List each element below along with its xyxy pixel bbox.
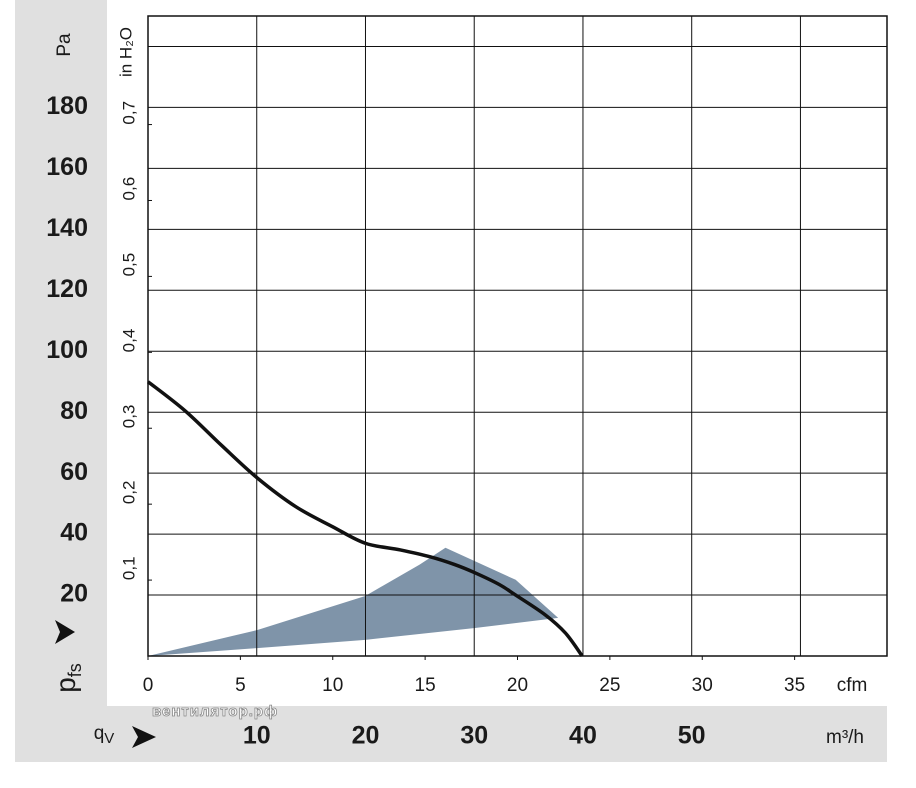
- y-tick-label: 60: [60, 458, 88, 486]
- x-tick-label: 20: [507, 675, 528, 696]
- y2-tick-label: 0,7: [119, 101, 138, 125]
- x2-tick-label: 30: [460, 722, 488, 750]
- y-tick-label: 160: [46, 153, 88, 181]
- x-tick-label: 25: [599, 675, 620, 696]
- y-tick-label: 120: [46, 275, 88, 303]
- y-tick-label: 20: [60, 580, 88, 608]
- curve: [146, 380, 584, 658]
- x2-unit: m³/h: [826, 727, 864, 748]
- y-label: pfs: [50, 663, 84, 693]
- y-arrow: [55, 620, 75, 644]
- y2-tick-label: 0,1: [119, 556, 138, 580]
- x2-tick-label: 40: [569, 722, 597, 750]
- x2-tick-label: 20: [352, 722, 380, 750]
- x-tick-label: 0: [143, 675, 154, 696]
- y-label-sub: fs: [65, 663, 85, 677]
- y2-tick-label: 0,6: [119, 177, 138, 201]
- x-tick-label: 5: [235, 675, 246, 696]
- y-tick-label: 80: [60, 397, 88, 425]
- y-tick-label: 180: [46, 92, 88, 120]
- plot-frame: [147, 15, 888, 657]
- x-label-sub: V: [104, 730, 114, 747]
- y2-tick-label: 0,2: [119, 481, 138, 505]
- bottom-band: [15, 706, 887, 762]
- x-label: qV: [94, 723, 115, 747]
- y2-tick-label: 0,5: [119, 253, 138, 277]
- x-arrow: [132, 726, 156, 748]
- watermark: вентилятор.рф: [152, 703, 278, 720]
- y-unit: Pa: [54, 33, 75, 57]
- range-area: [148, 547, 559, 656]
- x-tick-label: 30: [692, 675, 713, 696]
- y-tick-label: 100: [46, 336, 88, 364]
- plot-area: [148, 16, 887, 656]
- x-label-main: q: [94, 723, 105, 744]
- x2-tick-label: 50: [678, 722, 706, 750]
- y-label-main: p: [50, 677, 81, 693]
- x-tick-label: 10: [322, 675, 343, 696]
- x-unit: cfm: [837, 675, 868, 696]
- y2-unit: in H₂O: [116, 27, 135, 77]
- x2-tick-label: 10: [243, 722, 271, 750]
- x-tick-label: 35: [784, 675, 805, 696]
- y2-tick-label: 0,3: [119, 405, 138, 429]
- x-tick-label: 15: [415, 675, 436, 696]
- y-tick-label: 140: [46, 214, 88, 242]
- y-tick-label: 40: [60, 519, 88, 547]
- y2-tick-label: 0,4: [119, 329, 138, 353]
